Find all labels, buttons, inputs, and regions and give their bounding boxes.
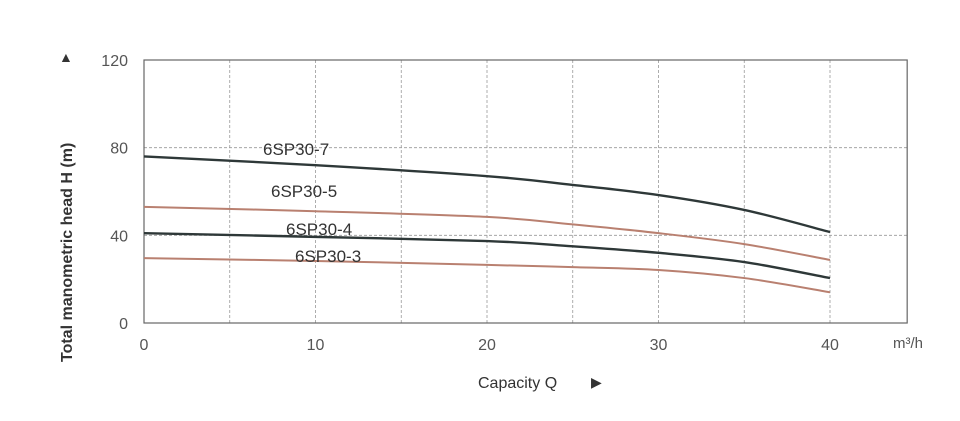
y-axis-label: Total manometric head H (m) [59,143,76,362]
series-line-6SP30-7 [143,155,831,234]
x-tick-label: 0 [140,337,149,354]
curves [143,155,831,294]
series-labels: 6SP30-7 6SP30-5 6SP30-4 6SP30-3 [263,140,361,266]
x-unit: m³/h [893,335,923,352]
y-axis-arrow: ▲ [59,49,73,65]
x-tick-label: 40 [821,337,839,354]
x-tick-label: 30 [650,337,668,354]
y-tick-label: 0 [119,316,128,333]
x-axis-label: Capacity Q [478,375,557,392]
series-label: 6SP30-3 [295,247,361,266]
plot-frame [143,59,908,324]
x-tick-label: 10 [307,337,325,354]
tick-labels: 0 10 20 30 40 0 40 80 120 [101,53,839,354]
x-tick-label: 20 [478,337,496,354]
grid [144,60,908,323]
series-label: 6SP30-5 [271,182,337,201]
y-tick-label: 40 [110,228,128,245]
x-axis-arrow: ▶ [591,374,602,390]
y-tick-label: 80 [110,141,128,158]
series-label: 6SP30-7 [263,140,329,159]
series-line-6SP30-4 [143,231,831,280]
series-line-6SP30-5 [143,205,831,261]
y-tick-label: 120 [101,53,128,70]
series-line-6SP30-3 [143,257,831,294]
series-label: 6SP30-4 [286,220,352,239]
